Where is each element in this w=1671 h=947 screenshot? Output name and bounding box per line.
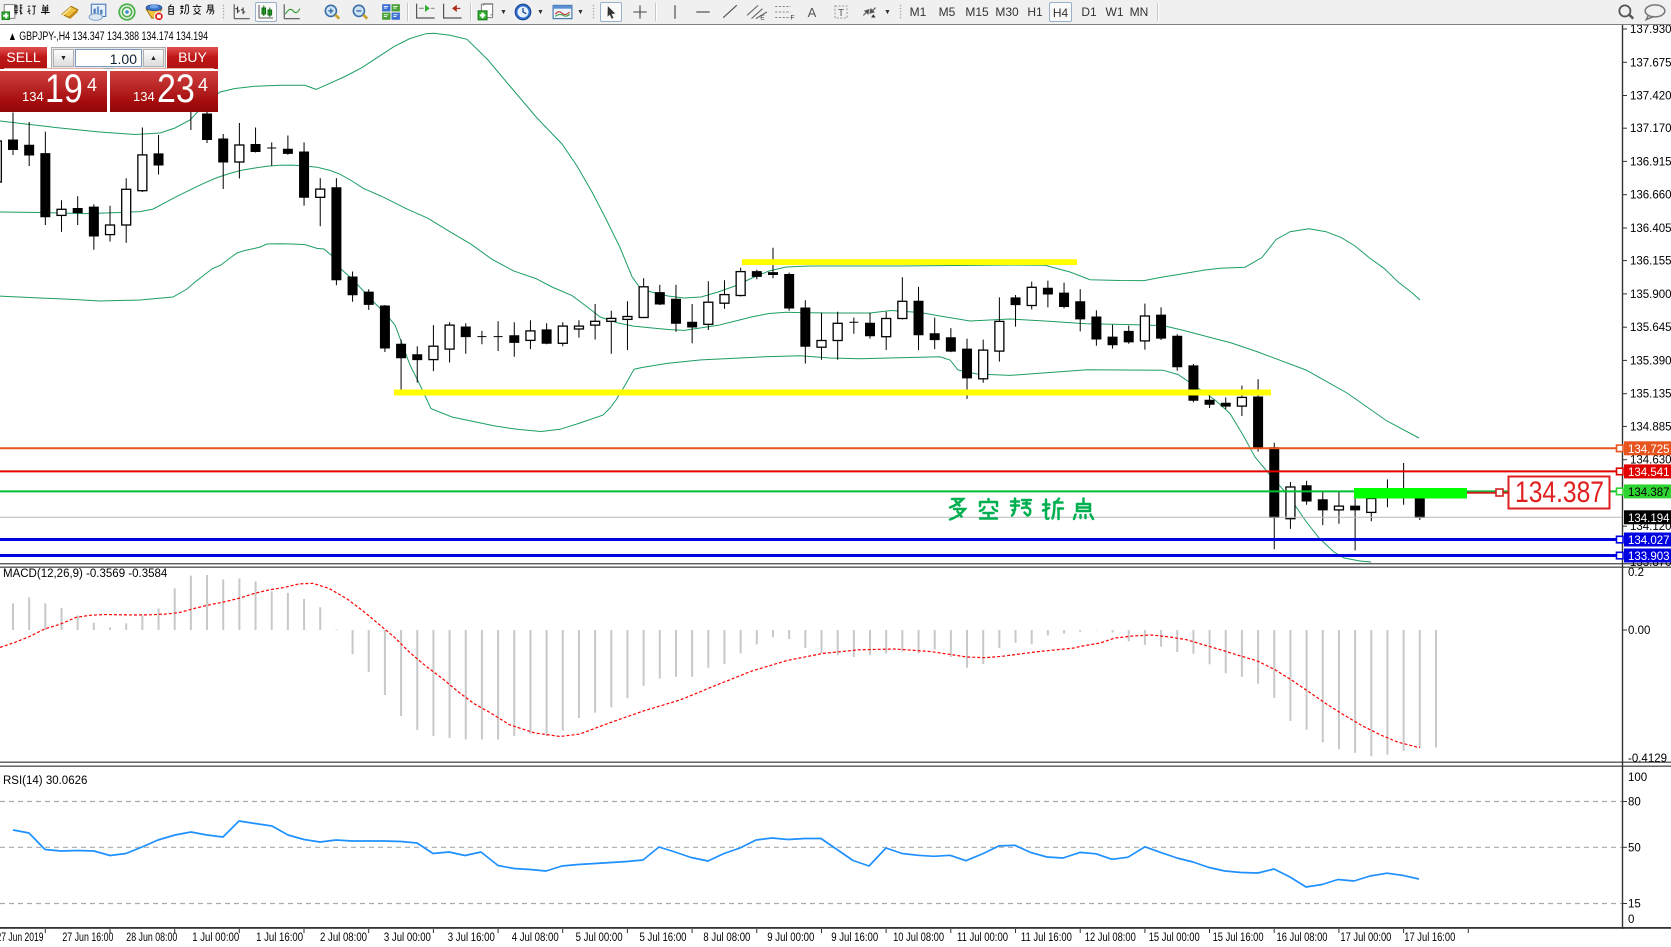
svg-text:15 Jul 00:00: 15 Jul 00:00 xyxy=(1149,932,1200,944)
svg-text:1 Jul 00:00: 1 Jul 00:00 xyxy=(192,932,239,944)
svg-text:137.930: 137.930 xyxy=(1630,24,1671,36)
svg-text:137.420: 137.420 xyxy=(1630,91,1671,103)
svg-text:134.387: 134.387 xyxy=(1628,487,1670,499)
svg-text:5 Jul 16:00: 5 Jul 16:00 xyxy=(640,932,687,944)
svg-text:137.170: 137.170 xyxy=(1630,123,1671,135)
svg-text:136.915: 136.915 xyxy=(1630,156,1671,168)
svg-text:136.405: 136.405 xyxy=(1630,223,1671,235)
svg-text:8 Jul 08:00: 8 Jul 08:00 xyxy=(703,932,750,944)
svg-text:137.675: 137.675 xyxy=(1630,57,1671,69)
svg-text:15: 15 xyxy=(1628,899,1641,911)
svg-text:11 Jul 16:00: 11 Jul 16:00 xyxy=(1021,932,1072,944)
svg-text:16 Jul 08:00: 16 Jul 08:00 xyxy=(1277,932,1328,944)
svg-text:133.903: 133.903 xyxy=(1628,551,1670,563)
svg-text:9 Jul 00:00: 9 Jul 00:00 xyxy=(767,932,814,944)
svg-text:136.660: 136.660 xyxy=(1630,190,1671,202)
svg-text:F: F xyxy=(791,15,795,22)
svg-text:11 Jul 00:00: 11 Jul 00:00 xyxy=(957,932,1008,944)
svg-text:136.155: 136.155 xyxy=(1630,256,1671,268)
svg-text:100: 100 xyxy=(1628,772,1647,784)
svg-text:28 Jun 08:00: 28 Jun 08:00 xyxy=(126,932,177,944)
svg-text:50: 50 xyxy=(1628,842,1641,854)
svg-text:135.900: 135.900 xyxy=(1630,289,1671,301)
svg-text:RSI(14) 30.0626: RSI(14) 30.0626 xyxy=(3,775,87,787)
svg-text:134.885: 134.885 xyxy=(1630,421,1671,433)
svg-text:4 Jul 08:00: 4 Jul 08:00 xyxy=(512,932,559,944)
svg-text:▲ GBPJPY-,H4 134.347 134.388: ▲ GBPJPY-,H4 134.347 134.388 134.174 134… xyxy=(8,31,208,43)
svg-text:134.630: 134.630 xyxy=(1630,455,1671,467)
svg-text:-0.4129: -0.4129 xyxy=(1628,753,1667,765)
svg-text:134.194: 134.194 xyxy=(1628,513,1670,525)
svg-text:3 Jul 00:00: 3 Jul 00:00 xyxy=(384,932,431,944)
svg-text:134.725: 134.725 xyxy=(1628,444,1670,456)
svg-text:2 Jul 08:00: 2 Jul 08:00 xyxy=(320,932,367,944)
svg-text:E: E xyxy=(760,15,765,22)
svg-text:1 Jul 16:00: 1 Jul 16:00 xyxy=(256,932,303,944)
svg-text:0.00: 0.00 xyxy=(1628,625,1650,637)
svg-text:27 Jun 2019: 27 Jun 2019 xyxy=(0,932,44,944)
svg-text:134.387: 134.387 xyxy=(1515,476,1604,509)
svg-text:135.645: 135.645 xyxy=(1630,322,1671,334)
svg-text:3 Jul 16:00: 3 Jul 16:00 xyxy=(448,932,495,944)
svg-text:17 Jul 16:00: 17 Jul 16:00 xyxy=(1404,932,1455,944)
svg-text:135.390: 135.390 xyxy=(1630,355,1671,367)
svg-text:10 Jul 08:00: 10 Jul 08:00 xyxy=(893,932,944,944)
svg-text:135.135: 135.135 xyxy=(1630,389,1671,401)
svg-text:T: T xyxy=(838,8,844,19)
svg-text:17 Jul 00:00: 17 Jul 00:00 xyxy=(1340,932,1391,944)
svg-text:27 Jun 16:00: 27 Jun 16:00 xyxy=(62,932,113,944)
svg-text:5 Jul 00:00: 5 Jul 00:00 xyxy=(576,932,623,944)
svg-text:0: 0 xyxy=(1628,914,1634,926)
svg-text:134.027: 134.027 xyxy=(1628,535,1670,547)
svg-text:9 Jul 16:00: 9 Jul 16:00 xyxy=(831,932,878,944)
svg-text:12 Jul 08:00: 12 Jul 08:00 xyxy=(1085,932,1136,944)
svg-text:MACD(12,26,9) -0.3569 -0.3584: MACD(12,26,9) -0.3569 -0.3584 xyxy=(3,568,168,580)
svg-text:15 Jul 16:00: 15 Jul 16:00 xyxy=(1213,932,1264,944)
svg-text:80: 80 xyxy=(1628,797,1641,809)
svg-text:0.2: 0.2 xyxy=(1628,567,1644,579)
svg-text:134.541: 134.541 xyxy=(1628,467,1670,479)
